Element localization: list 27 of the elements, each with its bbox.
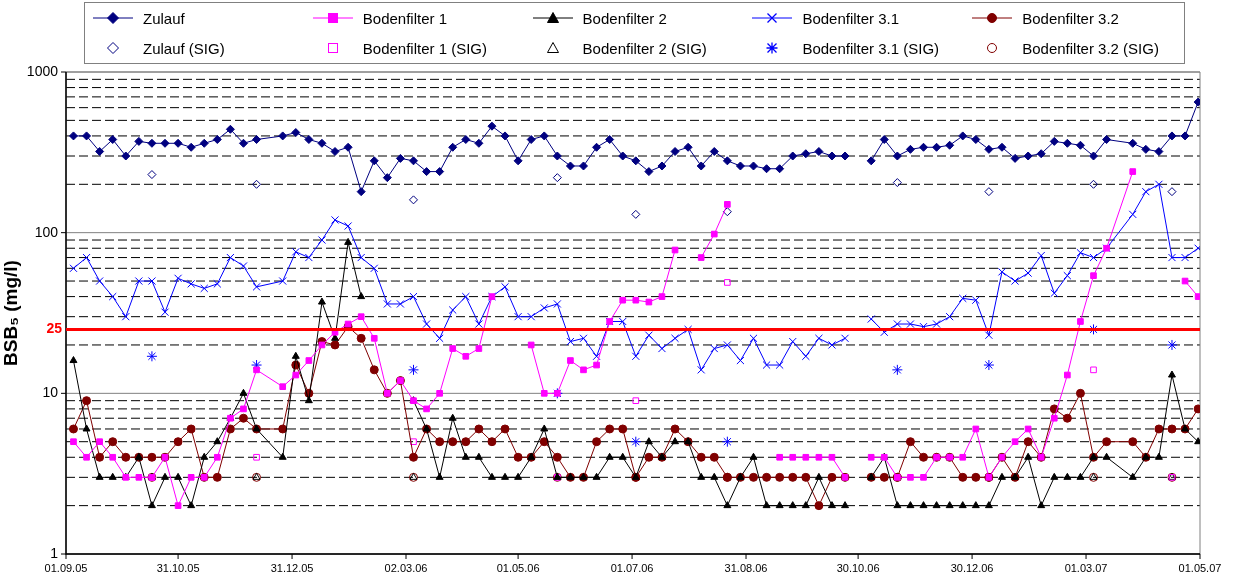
legend-label: Bodenfilter 3.1 [802,9,900,27]
legend-label: Bodenfilter 3.1 (SIG) [802,39,940,57]
y-tick-label: 10 [42,384,59,401]
x-tick-label: 01.05.06 [496,561,540,574]
x-tick-label: 31.08.06 [724,561,768,574]
x-tick-label: 01.07.06 [610,561,654,574]
legend-label: Bodenfilter 3.2 [1022,9,1119,27]
x-tick-label: 01.05.07 [1178,561,1222,574]
legend-label: Bodenfilter 3.2 (SIG) [1022,39,1159,57]
legend-label: Zulauf (SIG) [143,39,225,57]
y-tick-label: 1000 [26,62,59,79]
x-tick-label: 02.03.06 [384,561,428,574]
y-tick-label: 1 [50,544,59,561]
y-tick-label: 100 [34,223,59,240]
x-tick-label: 01.09.05 [44,561,88,574]
x-tick-label: 31.12.05 [270,561,314,574]
x-tick-label: 30.12.06 [950,561,994,574]
legend-label: Bodenfilter 2 (SIG) [582,39,707,57]
legend-label: Bodenfilter 2 [582,9,667,27]
legend-label: Bodenfilter 1 [362,9,448,27]
x-tick-label: 01.03.07 [1064,561,1108,574]
x-tick-label: 31.10.05 [156,561,200,574]
ref-line-label: 25 [46,320,63,337]
legend-label: Bodenfilter 1 (SIG) [362,39,488,57]
y-axis-title: BSB₅ (mg/l) [0,260,21,366]
x-tick-label: 30.10.06 [836,561,880,574]
legend-label: Zulauf [143,9,185,27]
